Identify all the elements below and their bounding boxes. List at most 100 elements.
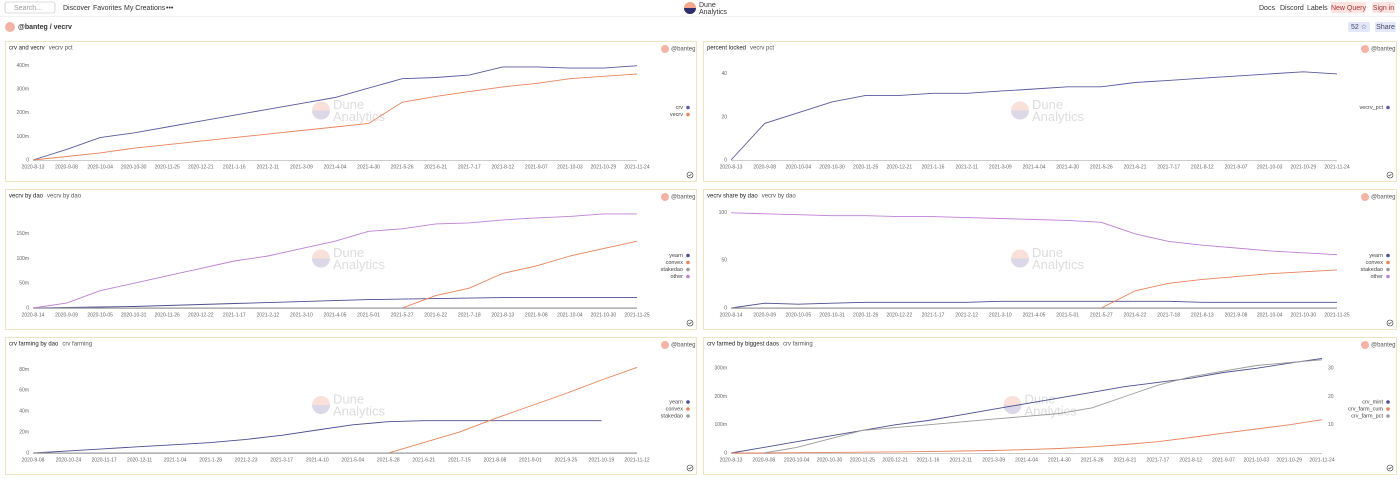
y-tick-label: 80m: [19, 367, 29, 373]
x-tick-label: 2020-8-13: [720, 457, 743, 463]
x-tick-label: 2021-11-24: [624, 164, 649, 170]
check-mark: [688, 466, 692, 470]
x-tick-label: 2021-11-24: [1324, 164, 1349, 170]
search-box[interactable]: [4, 1, 56, 14]
x-tick-label: 2021-1-16: [917, 457, 940, 463]
panel-title: crv farming by dao: [9, 342, 59, 348]
x-tick-label: 2021-5-28: [377, 457, 400, 463]
y2-tick-label: 10: [1328, 422, 1334, 428]
legend-dot: [1386, 260, 1390, 265]
legend-label: stakedao: [661, 413, 683, 419]
x-tick-label: 2021-9-07: [1225, 164, 1248, 170]
legend-label: vecrv_pct: [1359, 105, 1383, 111]
panel-subtitle: vecrv by dao: [47, 194, 82, 200]
x-tick-label: 2020-9-08: [22, 457, 45, 463]
check-icon: [1386, 464, 1394, 472]
legend-label: convex: [666, 406, 684, 412]
legend-label: crv_mint: [1362, 399, 1383, 405]
panel-subtitle: vecrv pct: [750, 46, 774, 52]
check-icon: [1386, 319, 1394, 327]
legend-dot: [686, 407, 690, 411]
y-tick-label: 0: [26, 305, 29, 311]
nav-link[interactable]: Discord: [1280, 5, 1304, 12]
legend-label: vecrv: [670, 112, 683, 118]
panel: [703, 337, 1397, 475]
x-tick-label: 2020-10-24: [56, 457, 82, 463]
panel: [5, 189, 697, 330]
watermark-icon-half: [1003, 405, 1022, 414]
new-query-label: New Query: [1331, 5, 1367, 12]
nav-link[interactable]: Favorites: [93, 5, 122, 12]
author-name: @banteg: [671, 47, 695, 53]
x-tick-label: 2020-8-14: [22, 312, 45, 318]
x-tick-label: 2021-5-27: [391, 312, 414, 318]
new-query-button[interactable]: [1331, 2, 1366, 13]
sign-in-button[interactable]: [1372, 2, 1395, 13]
star-button[interactable]: [1348, 22, 1370, 32]
legend-label: yearn: [669, 399, 683, 405]
check-mark: [1388, 173, 1392, 177]
x-tick-label: 2020-9-09: [753, 312, 776, 318]
x-tick-label: 2021-11-25: [1324, 312, 1349, 318]
panel-title: vecrv by dao: [9, 194, 44, 200]
y-tick-label: 0: [26, 450, 29, 456]
x-tick-label: 2021-4-04: [324, 164, 347, 170]
check-icon: [686, 171, 694, 179]
top-bar: [0, 0, 1400, 16]
legend-dot: [686, 414, 690, 418]
panel: [5, 41, 697, 182]
author-avatar: [1361, 193, 1369, 201]
x-tick-label: 2021-10-03: [557, 164, 583, 170]
x-tick-label: 2020-11-17: [91, 457, 116, 463]
legend-label: yearn: [669, 253, 683, 259]
legend-dot: [686, 253, 690, 258]
nav-link[interactable]: Labels: [1307, 5, 1328, 12]
nav-link[interactable]: Discover: [63, 5, 91, 12]
x-tick-label: 2020-10-04: [87, 164, 113, 170]
x-tick-label: 2021-6-21: [1114, 457, 1137, 463]
watermark: Analytics: [1025, 403, 1078, 418]
x-tick-label: 2021-10-03: [1244, 457, 1270, 463]
x-tick-label: 2020-10-30: [121, 164, 147, 170]
series-line: [763, 359, 1323, 454]
x-tick-label: 2021-1-04: [164, 457, 187, 463]
series-line: [32, 213, 637, 309]
watermark-icon-half: [312, 405, 330, 414]
nav-link[interactable]: Docs: [1259, 5, 1275, 12]
panel: [703, 189, 1397, 330]
y-tick-label: 200m: [714, 394, 727, 400]
x-tick-label: 2021-6-22: [424, 312, 447, 318]
check-mark: [688, 321, 692, 325]
y-tick-label: 40m: [19, 409, 29, 415]
x-tick-label: 2021-10-04: [557, 312, 583, 318]
panel-subtitle: crv farming: [62, 342, 92, 348]
x-tick-label: 2020-8-14: [720, 312, 743, 318]
nav-more[interactable]: •••: [166, 5, 174, 12]
x-tick-label: 2021-3-10: [989, 312, 1012, 318]
share-button[interactable]: [1375, 22, 1396, 32]
sign-in-label: Sign in: [1373, 5, 1395, 12]
x-tick-label: 2020-12-21: [887, 164, 913, 170]
x-tick-label: 2020-10-04: [786, 164, 812, 170]
logo-text[interactable]: Dune: [699, 2, 716, 9]
legend-label: crv_farm_cum: [1348, 406, 1383, 412]
y-tick-label: 100m: [16, 256, 29, 262]
x-tick-label: 2021-2-11: [257, 164, 280, 170]
nav-link[interactable]: My Creations: [124, 5, 166, 12]
series-line: [731, 419, 1323, 454]
x-tick-label: 2021-5-01: [1056, 312, 1079, 318]
x-tick-label: 2021-9-25: [555, 457, 578, 463]
panel: [5, 337, 697, 475]
y-tick-label: 50m: [19, 281, 29, 287]
legend-dot: [1386, 414, 1390, 418]
logo-text[interactable]: Analytics: [699, 9, 728, 16]
x-tick-label: 2021-5-26: [391, 164, 414, 170]
watermark-icon-half: [312, 110, 330, 120]
author-avatar: [1361, 341, 1369, 349]
x-tick-label: 2021-4-30: [1048, 457, 1071, 463]
y-tick-label: 0: [724, 450, 727, 456]
x-tick-label: 2020-9-08: [753, 164, 776, 170]
x-tick-label: 2021-7-18: [458, 312, 481, 318]
panel-title: crv and vecrv: [9, 46, 45, 52]
series-line: [730, 71, 1338, 161]
